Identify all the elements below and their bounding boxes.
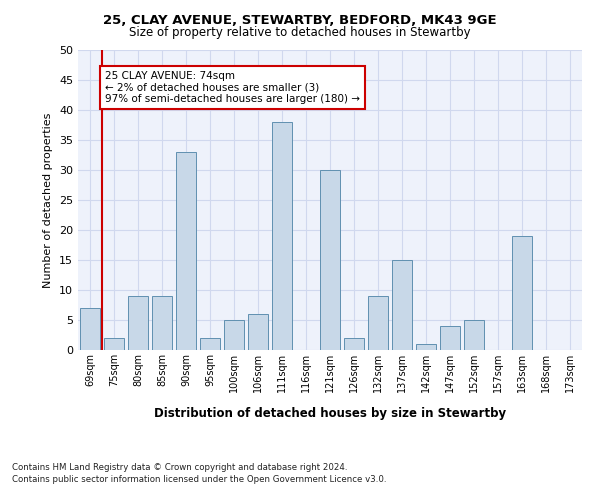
Text: Distribution of detached houses by size in Stewartby: Distribution of detached houses by size … [154, 408, 506, 420]
Bar [368, 296, 388, 350]
Bar [512, 236, 532, 350]
Y-axis label: Number of detached properties: Number of detached properties [43, 112, 53, 288]
Text: Size of property relative to detached houses in Stewartby: Size of property relative to detached ho… [129, 26, 471, 39]
Bar [392, 260, 412, 350]
Text: Contains public sector information licensed under the Open Government Licence v3: Contains public sector information licen… [12, 475, 386, 484]
Bar [224, 320, 244, 350]
Bar [200, 338, 220, 350]
Bar [416, 344, 436, 350]
Bar [320, 170, 340, 350]
Bar [104, 338, 124, 350]
Bar [248, 314, 268, 350]
Bar [440, 326, 460, 350]
Text: 25, CLAY AVENUE, STEWARTBY, BEDFORD, MK43 9GE: 25, CLAY AVENUE, STEWARTBY, BEDFORD, MK4… [103, 14, 497, 27]
Bar [80, 308, 100, 350]
Bar [272, 122, 292, 350]
Text: Contains HM Land Registry data © Crown copyright and database right 2024.: Contains HM Land Registry data © Crown c… [12, 462, 347, 471]
Bar [176, 152, 196, 350]
Bar [464, 320, 484, 350]
Text: 25 CLAY AVENUE: 74sqm
← 2% of detached houses are smaller (3)
97% of semi-detach: 25 CLAY AVENUE: 74sqm ← 2% of detached h… [105, 71, 360, 104]
Bar [152, 296, 172, 350]
Bar [128, 296, 148, 350]
Bar [344, 338, 364, 350]
